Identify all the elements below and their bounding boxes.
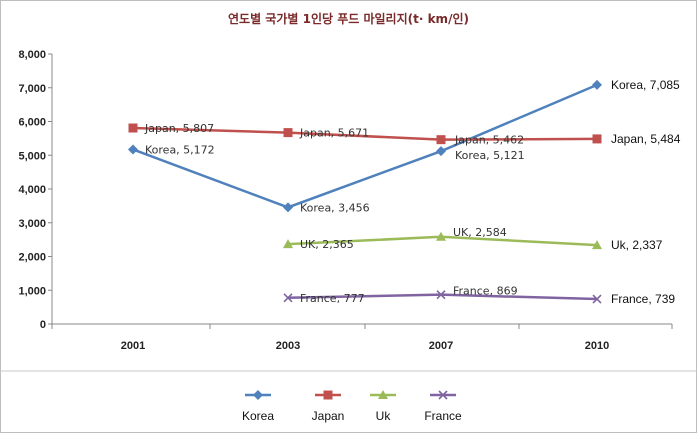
data-point-japan — [436, 135, 446, 145]
series-line-japan — [132, 126, 598, 141]
data-label-korea: Korea, 7,085 — [611, 78, 680, 92]
data-label-uk: UK, 2,365 — [300, 238, 354, 251]
y-tick-label: 4,000 — [18, 184, 46, 196]
legend-label-france: France — [424, 409, 462, 423]
y-tick-label: 6,000 — [18, 117, 46, 129]
legend-marker-korea — [253, 390, 263, 400]
data-label-uk: UK, 2,584 — [453, 226, 507, 239]
data-label-france: France, 739 — [611, 292, 675, 306]
data-point-japan — [283, 128, 293, 138]
data-point-uk — [283, 239, 293, 249]
x-tick-label: 2001 — [121, 340, 145, 352]
data-point-korea — [283, 202, 293, 213]
x-tick-label: 2003 — [276, 340, 300, 352]
y-tick-label: 2,000 — [18, 252, 46, 264]
series-line-korea — [132, 83, 598, 209]
y-tick-label: 3,000 — [18, 218, 46, 230]
legend-marker-france — [438, 390, 448, 400]
x-tick-label: 2007 — [429, 340, 453, 352]
data-label-korea: Korea, 5,172 — [145, 143, 215, 156]
y-tick-label: 1,000 — [18, 285, 46, 297]
y-tick-label: 7,000 — [18, 83, 46, 95]
legend-label-uk: Uk — [376, 409, 392, 423]
chart-title: 연도별 국가별 1인당 푸드 마일리지(t· km/인) — [228, 12, 469, 26]
data-label-japan: Japan, 5,484 — [611, 132, 681, 146]
data-label-japan: Japan, 5,807 — [144, 122, 214, 135]
data-label-uk: Uk, 2,337 — [611, 238, 663, 252]
data-point-france — [592, 294, 602, 304]
y-tick-label: 8,000 — [18, 49, 46, 61]
data-label-japan: Japan, 5,462 — [454, 134, 524, 147]
legend-marker-japan — [323, 390, 333, 400]
legend-label-japan: Japan — [312, 409, 345, 423]
data-point-uk — [592, 240, 602, 250]
data-label-japan: Japan, 5,671 — [299, 127, 369, 140]
data-point-japan — [128, 123, 138, 133]
y-tick-label: 5,000 — [18, 150, 46, 162]
legend-marker-uk — [378, 390, 388, 399]
data-point-france — [283, 293, 293, 303]
data-point-korea — [592, 79, 602, 90]
data-point-korea — [128, 144, 138, 155]
data-point-korea — [436, 146, 446, 157]
x-tick-label: 2010 — [585, 340, 609, 352]
data-label-korea: Korea, 5,121 — [455, 149, 525, 162]
data-point-france — [436, 290, 446, 300]
y-tick-label: 0 — [40, 319, 46, 331]
data-label-korea: Korea, 3,456 — [300, 201, 370, 214]
data-label-france: France, 777 — [300, 292, 365, 305]
legend-label-korea: Korea — [242, 409, 274, 423]
data-label-france: France, 869 — [453, 285, 518, 298]
data-point-japan — [592, 134, 602, 144]
data-point-uk — [436, 231, 446, 241]
